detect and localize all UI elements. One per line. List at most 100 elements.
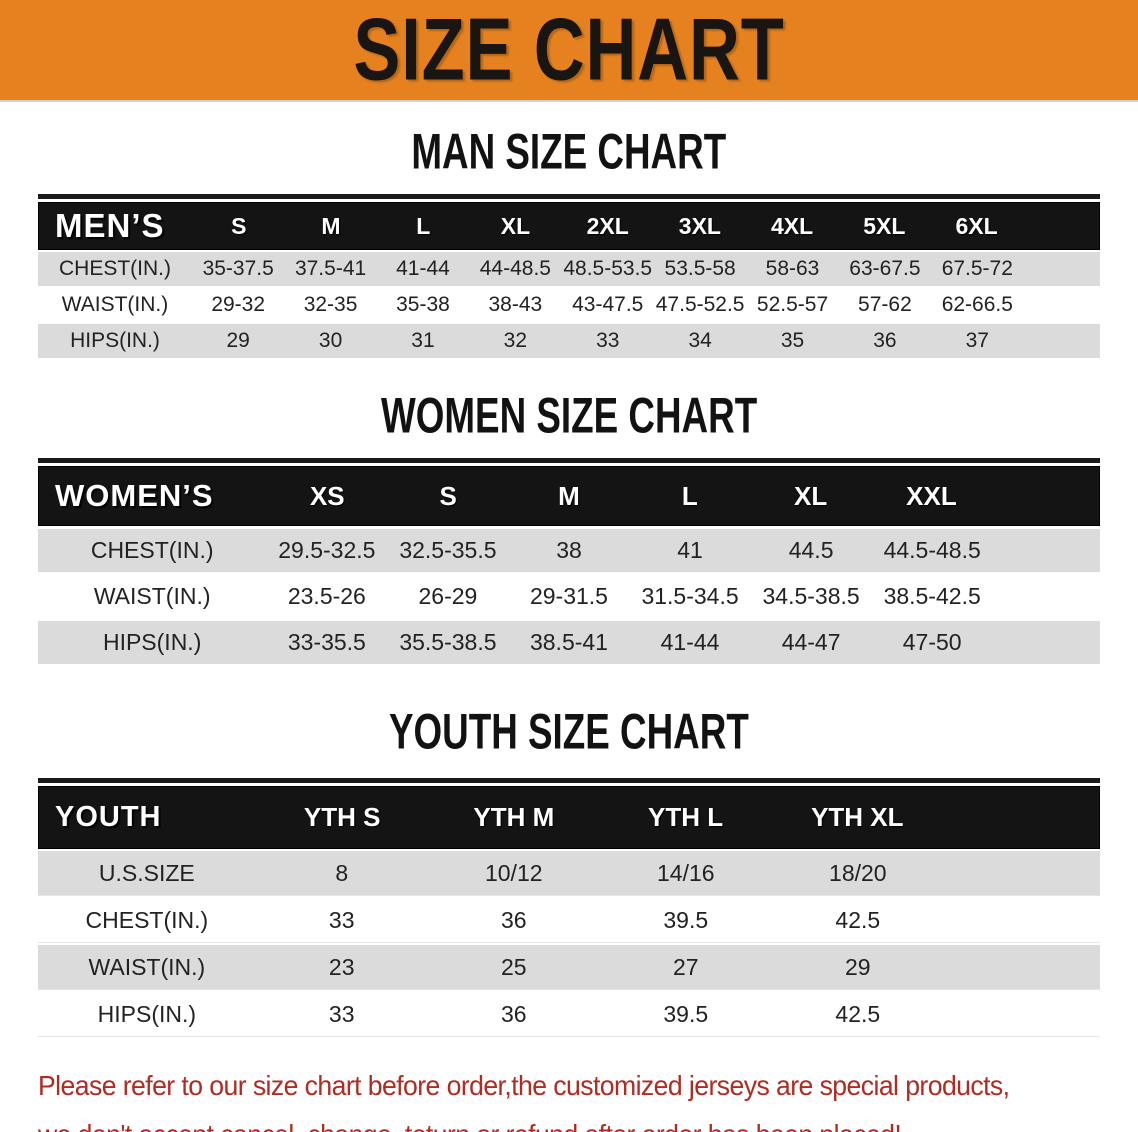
- row-label: CHEST(IN.): [58, 257, 171, 280]
- size-cell: 23: [328, 953, 355, 980]
- size-cell: 42.5: [835, 906, 881, 933]
- size-cell: 53.5-58: [664, 257, 736, 280]
- size-cell: 14/16: [657, 859, 715, 886]
- women-size-col-header-5: XL: [794, 480, 828, 511]
- size-cell: 35-38: [396, 293, 450, 316]
- women-table-header-row: WOMEN’S XS S M L XL XXL: [38, 466, 1100, 526]
- size-cell: 41-44: [660, 629, 720, 655]
- row-label: WAIST(IN.): [61, 293, 169, 316]
- youth-table-label-header: YOUTH: [55, 801, 162, 833]
- size-cell: 23.5-26: [287, 583, 366, 609]
- size-cell: 33: [328, 1000, 355, 1027]
- table-row: U.S.SIZE 8 10/12 14/16 18/20: [38, 851, 1100, 896]
- women-size-col-header-6: XXL: [906, 480, 957, 511]
- size-cell: 27: [672, 953, 699, 980]
- youth-size-table: YOUTH YTH S YTH M YTH L YTH XL U.S.SIZE 8 10/12…: [38, 778, 1100, 1037]
- women-section-heading-text: WOMEN SIZE CHART: [380, 386, 758, 444]
- men-size-col-header-5: 2XL: [586, 212, 629, 239]
- size-cell: 44-48.5: [479, 257, 551, 280]
- row-label: HIPS(IN.): [97, 1000, 197, 1027]
- size-cell: 67.5-72: [941, 257, 1013, 280]
- size-cell: 35-37.5: [202, 257, 274, 280]
- youth-size-col-header-3: YTH L: [648, 802, 724, 832]
- men-size-col-header-8: 5XL: [863, 212, 906, 239]
- size-cell: 36: [500, 906, 527, 933]
- table-row: HIPS(IN.) 33-35.5 35.5-38.5 38.5-41 41-44 44-…: [38, 621, 1100, 664]
- women-size-section: WOMEN SIZE CHART WOMEN’S XS S M L XL XXL CHEST(I…: [0, 386, 1138, 664]
- men-section-heading-text: MAN SIZE CHART: [411, 122, 727, 180]
- youth-size-col-header-2: YTH M: [473, 802, 555, 832]
- size-cell: 39.5: [663, 906, 709, 933]
- size-cell: 33: [328, 906, 355, 933]
- size-cell: 44.5-48.5: [883, 537, 981, 563]
- size-cell: 25: [500, 953, 527, 980]
- women-table-label-header: WOMEN’S: [55, 478, 214, 513]
- men-size-col-header-3: L: [416, 212, 431, 239]
- table-row: HIPS(IN.) 33 36 39.5 42.5: [38, 992, 1100, 1037]
- size-cell: 29-32: [211, 293, 266, 316]
- men-size-col-header-7: 4XL: [771, 212, 814, 239]
- row-label: CHEST(IN.): [90, 537, 214, 563]
- table-row: CHEST(IN.) 35-37.5 37.5-41 41-44 44-48.5 48.5…: [38, 252, 1100, 286]
- youth-size-col-header-1: YTH S: [303, 802, 381, 832]
- women-size-table: WOMEN’S XS S M L XL XXL CHEST(IN.) 29.5-32.5 32.5…: [38, 458, 1100, 664]
- men-size-col-header-6: 3XL: [678, 212, 721, 239]
- women-size-col-header-2: S: [439, 480, 457, 511]
- size-cell: 33: [596, 329, 620, 352]
- size-cell: 47.5-52.5: [655, 293, 745, 316]
- men-size-col-header-9: 6XL: [955, 212, 998, 239]
- size-cell: 62-66.5: [941, 293, 1013, 316]
- size-cell: 29.5-32.5: [278, 537, 376, 563]
- women-section-heading: WOMEN SIZE CHART: [0, 386, 1138, 444]
- size-cell: 41: [677, 537, 703, 563]
- youth-section-heading: YOUTH SIZE CHART: [0, 702, 1138, 760]
- size-cell: 10/12: [484, 859, 543, 886]
- size-cell: 37.5-41: [294, 257, 367, 280]
- size-cell: 35: [780, 329, 805, 352]
- banner-title: SIZE CHART: [353, 0, 785, 99]
- banner: SIZE CHART: [0, 0, 1138, 102]
- size-cell: 38: [556, 537, 582, 563]
- youth-size-col-header-4: YTH XL: [811, 802, 904, 832]
- women-size-col-header-4: L: [681, 480, 698, 511]
- size-cell: 34.5-38.5: [762, 583, 860, 609]
- table-row: CHEST(IN.) 33 36 39.5 42.5: [38, 898, 1100, 943]
- men-size-col-header-4: XL: [500, 212, 531, 239]
- notice-line-2: we don't accept cancel, change, teturn o…: [38, 1110, 1083, 1132]
- men-section-heading: MAN SIZE CHART: [0, 122, 1138, 180]
- size-cell: 29-31.5: [529, 583, 608, 609]
- men-table-topline: [38, 194, 1100, 199]
- table-row: WAIST(IN.) 23.5-26 26-29 29-31.5 31.5-34.5 34…: [38, 575, 1100, 618]
- row-label: WAIST(IN.): [93, 583, 211, 609]
- women-size-col-header-3: M: [558, 480, 580, 511]
- size-cell: 35.5-38.5: [399, 629, 497, 655]
- youth-table-topline: [38, 778, 1100, 783]
- size-cell: 32-35: [303, 293, 358, 316]
- size-cell: 34: [688, 329, 712, 352]
- size-cell: 36: [873, 329, 897, 352]
- table-row: CHEST(IN.) 29.5-32.5 32.5-35.5 38 41 44.5 44.5…: [38, 529, 1100, 572]
- size-cell: 58-63: [765, 257, 820, 280]
- table-row: WAIST(IN.) 23 25 27 29: [38, 945, 1100, 990]
- women-table-topline: [38, 458, 1100, 463]
- size-cell: 38-43: [488, 293, 543, 316]
- men-size-section: MAN SIZE CHART MEN’S S M L XL 2XL 3XL 4XL 5XL 6XL C…: [0, 122, 1138, 358]
- size-cell: 29: [226, 329, 250, 352]
- youth-section-heading-text: YOUTH SIZE CHART: [389, 702, 749, 760]
- row-label: HIPS(IN.): [102, 629, 202, 655]
- youth-size-section: YOUTH SIZE CHART YOUTH YTH S YTH M YTH L YTH …: [0, 702, 1138, 1037]
- men-table-header-row: MEN’S S M L XL 2XL 3XL 4XL 5XL 6XL: [38, 202, 1100, 250]
- row-label: HIPS(IN.): [70, 329, 160, 352]
- women-size-col-header-1: XS: [309, 480, 345, 511]
- youth-table-header-row: YOUTH YTH S YTH M YTH L YTH XL: [38, 786, 1100, 849]
- size-cell: 42.5: [835, 1000, 881, 1027]
- size-cell: 44-47: [781, 629, 841, 655]
- size-cell: 36: [500, 1000, 527, 1027]
- men-size-col-header-1: S: [231, 212, 247, 239]
- men-table-label-header: MEN’S: [55, 207, 165, 244]
- size-cell: 47-50: [902, 629, 962, 655]
- size-cell: 32.5-35.5: [399, 537, 497, 563]
- table-row: WAIST(IN.) 29-32 32-35 35-38 38-43 43-47.5 47.…: [38, 288, 1100, 322]
- men-size-table: MEN’S S M L XL 2XL 3XL 4XL 5XL 6XL CHEST(IN.) 35-37…: [38, 194, 1100, 358]
